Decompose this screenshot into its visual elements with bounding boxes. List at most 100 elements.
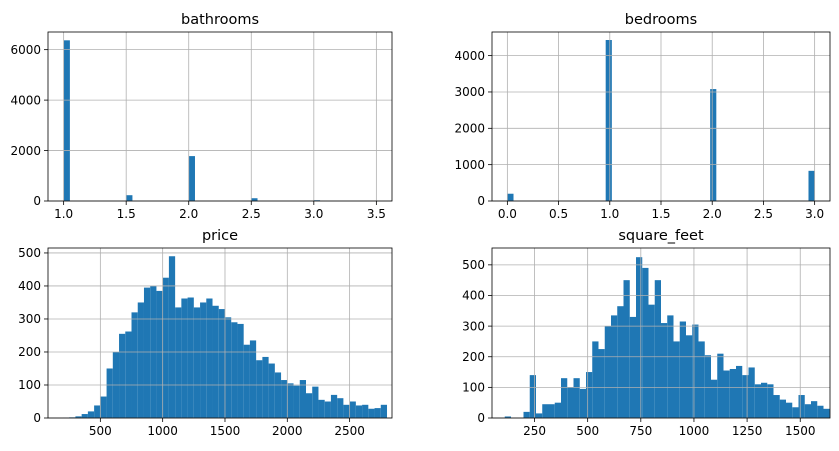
histogram-bar — [736, 365, 743, 418]
y-tick-label: 2000 — [10, 144, 41, 158]
bars — [507, 40, 815, 201]
x-tick-label: 250 — [523, 424, 546, 438]
x-tick-label: 3.5 — [367, 207, 386, 221]
y-tick-label: 0 — [477, 194, 485, 208]
x-tick-label: 2500 — [334, 424, 365, 438]
chart-title: price — [202, 228, 238, 244]
y-tick-label: 100 — [462, 381, 485, 395]
histogram-bar — [786, 402, 793, 418]
histogram-bar — [343, 404, 350, 418]
y-tick-label: 400 — [18, 279, 41, 293]
histogram-bar — [125, 331, 132, 418]
bedrooms-histogram: 0.0 0.5 1.0 1.5 2.0 2.5 3.0 0 1000 2000 3000 4000 be… — [454, 12, 831, 221]
square-feet-histogram: 250 500 750 1000 1250 1500 0 100 200 300 400 500 squ… — [462, 228, 831, 438]
histogram-bar — [661, 323, 668, 418]
histogram-bar — [623, 280, 630, 418]
histogram-bar — [554, 402, 561, 418]
histogram-bar — [779, 399, 786, 418]
histogram-bar — [249, 340, 257, 418]
x-axis: 0.0 0.5 1.0 1.5 2.0 2.5 3.0 — [498, 201, 824, 221]
x-tick-label: 1.5 — [651, 207, 670, 221]
histogram-bar — [723, 370, 730, 418]
histogram-bar — [698, 341, 705, 418]
histogram-bar — [162, 277, 169, 418]
y-tick-label: 400 — [462, 289, 485, 303]
chart-title: square_feet — [618, 228, 704, 244]
histogram-bar — [686, 335, 693, 418]
x-tick-label: 1.0 — [600, 207, 619, 221]
x-tick-label: 0.0 — [498, 207, 517, 221]
histogram-bar — [181, 298, 188, 418]
histogram-bar — [654, 280, 661, 418]
histogram-bar — [504, 416, 511, 418]
histogram-bar — [318, 399, 325, 418]
histogram-bar — [312, 386, 319, 418]
histogram-bar — [611, 315, 618, 418]
histogram-bar — [281, 380, 288, 418]
histogram-bar — [287, 383, 294, 418]
histogram-bar — [754, 384, 761, 418]
x-tick-label: 1000 — [147, 424, 178, 438]
histogram-bar — [804, 404, 811, 418]
x-tick-label: 500 — [576, 424, 599, 438]
histogram-bar — [567, 387, 574, 418]
y-tick-label: 100 — [18, 378, 41, 392]
histogram-bar — [617, 306, 624, 418]
histogram-bar — [792, 407, 799, 418]
histogram-bar — [507, 193, 514, 201]
histogram-bar — [811, 401, 818, 418]
x-axis: 500 1000 1500 2000 2500 — [89, 418, 365, 438]
x-tick-label: 1250 — [732, 424, 763, 438]
histogram-bar — [380, 404, 388, 418]
histogram-bar — [629, 316, 636, 418]
histogram-bar — [729, 368, 736, 418]
histogram-bar — [636, 257, 643, 418]
x-tick-label: 750 — [629, 424, 652, 438]
y-tick-label: 4000 — [454, 49, 485, 63]
histogram-bar — [243, 344, 250, 418]
y-tick-label: 3000 — [454, 85, 485, 99]
histogram-bar — [299, 380, 306, 418]
histogram-bar — [710, 89, 717, 201]
histogram-bar — [87, 411, 95, 418]
x-tick-label: 1.5 — [117, 207, 136, 221]
histogram-bar — [268, 363, 275, 418]
histogram-bar — [748, 367, 755, 418]
histogram-bar — [306, 393, 313, 418]
histogram-bar — [262, 356, 269, 418]
histogram-bar — [579, 388, 586, 418]
y-tick-label: 200 — [18, 345, 41, 359]
histogram-bar — [362, 404, 369, 418]
histogram-bar — [237, 323, 244, 418]
y-tick-label: 4000 — [10, 93, 41, 107]
histogram-bar — [679, 321, 686, 418]
histogram-bar — [256, 360, 263, 418]
histogram-bar — [212, 305, 219, 418]
histogram-bar — [94, 405, 101, 418]
histogram-bar — [823, 408, 830, 418]
histogram-bar — [817, 405, 824, 418]
histogram-bar — [156, 290, 163, 418]
y-tick-label: 300 — [18, 312, 41, 326]
histogram-bar — [100, 396, 107, 418]
y-tick-label: 1000 — [454, 158, 485, 172]
histogram-bar — [648, 304, 655, 418]
histogram-bar — [187, 297, 194, 418]
histogram-bar — [349, 401, 356, 418]
histogram-bar — [808, 170, 815, 201]
histogram-bar — [598, 349, 605, 418]
axes-frame — [491, 247, 831, 419]
histogram-bar — [75, 416, 82, 418]
histogram-bar — [330, 394, 338, 418]
histogram-bar — [63, 40, 70, 201]
histogram-bar — [143, 287, 151, 418]
price-histogram: 500 1000 1500 2000 2500 0 100 200 300 400 500 price — [18, 228, 393, 438]
axes-frame — [47, 31, 393, 202]
y-tick-label: 200 — [462, 350, 485, 364]
chart-title: bedrooms — [625, 12, 697, 28]
histogram-bar — [293, 385, 300, 418]
x-axis: 250 500 750 1000 1250 1500 — [523, 418, 816, 438]
histogram-bar — [106, 368, 113, 418]
histogram-bar — [605, 40, 612, 201]
